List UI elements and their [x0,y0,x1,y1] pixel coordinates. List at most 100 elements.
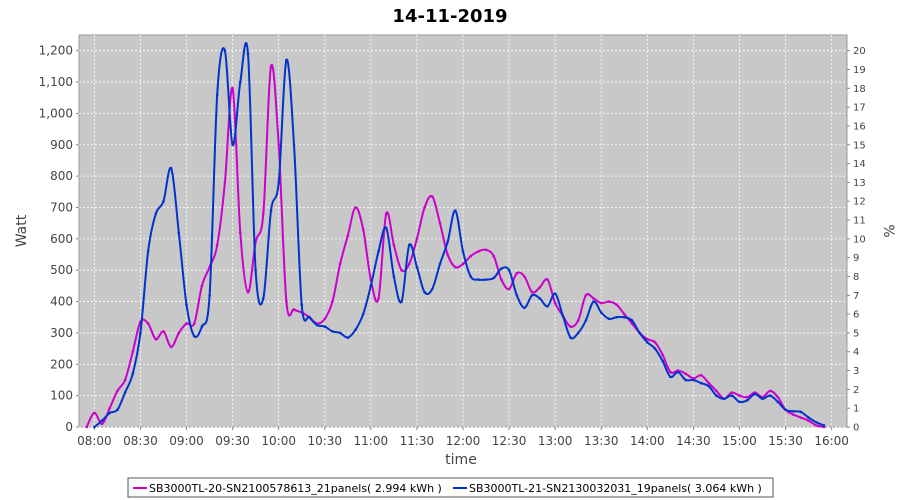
data-point-series-1 [384,212,388,216]
data-point-series-2 [500,267,503,270]
y-right-tick-label: 14 [853,159,866,170]
data-point-series-1 [553,301,557,305]
y-right-tick-label: 5 [853,328,859,339]
data-point-series-2 [561,314,565,318]
data-point-series-2 [215,93,219,96]
data-point-series-2 [331,330,334,333]
data-point-series-2 [738,400,741,404]
data-point-series-2 [630,319,634,322]
data-point-series-2 [231,143,234,147]
x-tick-label: 08:00 [77,434,112,448]
data-point-series-1 [123,378,127,382]
data-point-series-1 [738,394,741,397]
data-point-series-1 [546,278,549,281]
data-point-series-2 [776,400,780,404]
y-axis-right-title: % [880,224,896,237]
data-point-series-1 [262,212,265,216]
y-tick-label: 800 [50,169,73,183]
y-right-tick-label: 15 [853,140,866,151]
data-point-series-2 [699,381,703,385]
data-point-series-2 [177,231,181,234]
data-point-series-2 [361,312,365,316]
data-point-series-2 [131,372,135,376]
data-point-series-1 [653,341,657,344]
x-tick-label: 09:00 [169,434,204,448]
y-right-tick-label: 16 [853,121,866,132]
data-point-series-1 [807,419,810,423]
data-point-series-2 [269,209,273,212]
data-point-series-1 [584,294,588,297]
data-point-series-2 [308,315,311,319]
data-point-series-1 [607,300,611,303]
y-tick-label: 600 [50,232,73,246]
data-point-series-1 [684,372,687,376]
data-point-series-2 [223,49,227,52]
data-point-series-2 [653,347,657,350]
data-point-series-1 [185,322,188,325]
x-tick-label: 15:00 [722,434,757,448]
x-tick-label: 11:30 [400,434,435,448]
data-point-series-1 [500,278,503,281]
data-point-series-1 [154,337,158,341]
data-point-series-2 [807,416,810,419]
data-point-series-1 [492,254,496,258]
data-point-series-2 [454,209,457,212]
data-point-series-1 [730,391,734,394]
data-point-series-1 [530,290,534,294]
data-point-series-1 [623,312,626,316]
data-point-series-2 [185,303,188,307]
data-point-series-2 [592,300,595,303]
data-point-series-1 [615,303,618,307]
x-tick-label: 08:30 [123,434,158,448]
y-right-tick-label: 9 [853,253,859,264]
axes: 08:00 08:30 09:00 09:30 10:00 10:30 11:00 11:30… [39,44,866,448]
y-right-tick-label: 13 [853,178,866,189]
data-point-series-2 [116,408,119,412]
legend-label-series-2: SB3000TL-21-SN2130032031_19panels( 3.064… [469,482,762,495]
data-point-series-1 [646,337,649,341]
y-right-tick-label: 11 [853,216,866,227]
data-point-series-1 [715,389,718,393]
y-right-tick-label: 20 [853,46,866,57]
data-point-series-1 [377,297,380,300]
y-tick-label: 700 [50,200,73,214]
data-point-series-2 [292,143,296,147]
data-point-series-2 [523,306,526,310]
data-point-series-2 [392,275,396,278]
data-point-series-1 [515,272,519,275]
data-point-series-1 [699,374,703,377]
data-point-series-1 [538,286,542,289]
data-point-series-1 [223,181,227,184]
x-tick-label: 13:30 [584,434,619,448]
data-point-series-2 [246,52,250,56]
y-tick-label: 0 [65,420,73,434]
data-point-series-2 [446,240,449,244]
data-point-series-1 [169,345,173,349]
data-point-series-2 [584,319,588,322]
data-point-series-1 [346,234,350,237]
data-point-series-2 [346,336,350,339]
data-point-series-1 [423,206,426,209]
data-point-series-1 [776,395,780,399]
y-right-tick-label: 12 [853,197,866,208]
data-point-series-1 [523,275,526,278]
data-point-series-1 [116,389,119,393]
data-point-series-2 [791,410,795,413]
data-point-series-1 [323,317,327,321]
data-point-series-2 [722,397,726,401]
data-point-series-1 [192,322,196,325]
legend: SB3000TL-20-SN2100578613_21panels( 2.994… [127,477,774,498]
data-point-series-1 [85,425,88,429]
y-right-tick-label: 19 [853,65,866,76]
y-tick-label: 100 [50,389,73,403]
data-point-series-2 [799,410,803,414]
data-point-series-1 [592,297,595,300]
data-point-series-1 [239,231,242,234]
x-tick-label: 10:30 [307,434,342,448]
y-tick-label: 400 [50,295,73,309]
data-point-series-1 [162,330,165,333]
data-point-series-1 [269,65,273,68]
data-point-series-1 [215,243,219,247]
chart-title: 14-11-2019 [392,6,507,27]
data-point-series-2 [354,328,357,332]
